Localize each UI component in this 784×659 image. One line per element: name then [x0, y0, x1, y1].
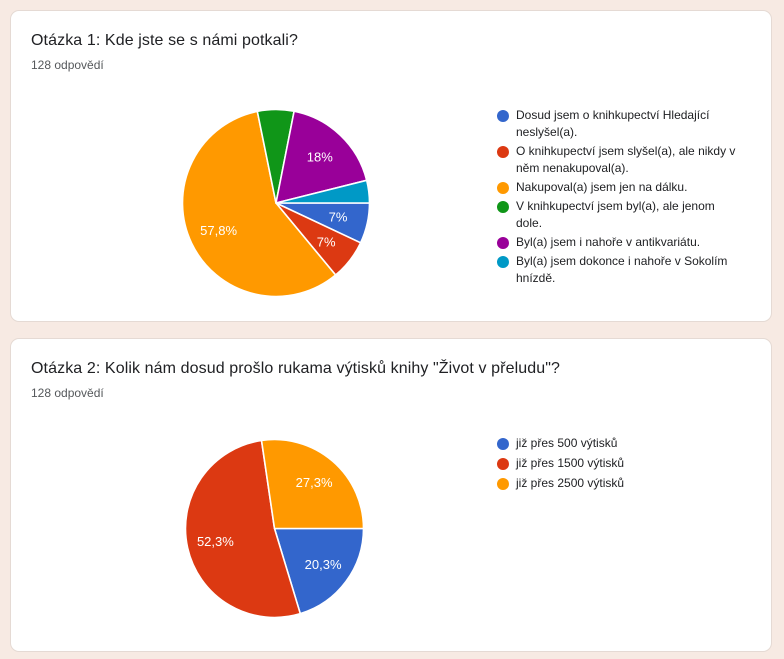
legend-label: již přes 2500 výtisků — [516, 476, 625, 490]
legend-swatch-icon — [497, 181, 509, 194]
pie-slice-label: 57,8% — [200, 223, 237, 238]
response-count: 128 odpovědí — [31, 386, 104, 400]
pie-chart-question-2: 20,3% 52,3% 27,3% — [184, 438, 365, 619]
pie-slice-label: 7% — [317, 235, 336, 250]
question-card-2: Otázka 2: Kolik nám dosud prošlo rukama … — [10, 338, 772, 652]
legend-label: již přes 500 výtisků — [516, 436, 618, 450]
legend-item: již přes 2500 výtisků — [497, 475, 753, 492]
legend-item: O knihkupectví jsem slyšel(a), ale nikdy… — [497, 143, 753, 177]
legend-label: Byl(a) jsem dokonce i nahoře v Sokolím h… — [516, 254, 728, 285]
question-card-1: Otázka 1: Kde jste se s námi potkali? 12… — [10, 10, 772, 322]
legend-swatch-icon — [497, 145, 509, 158]
legend-item: Nakupoval(a) jsem jen na dálku. — [497, 179, 753, 196]
pie-slice — [260, 438, 365, 530]
legend-swatch-icon — [497, 457, 509, 470]
legend-item: Byl(a) jsem i nahoře v antikvariátu. — [497, 234, 753, 251]
legend-item: Dosud jsem o knihkupectví Hledající nesl… — [497, 107, 753, 141]
legend-question-2: již přes 500 výtisků již přes 1500 výtisk… — [497, 435, 753, 495]
pie-slice-label: 7% — [329, 209, 348, 224]
question-title: Otázka 2: Kolik nám dosud prošlo rukama … — [31, 360, 561, 377]
pie-slice — [273, 527, 365, 615]
legend-label: Byl(a) jsem i nahoře v antikvariátu. — [516, 235, 701, 249]
pie-slice — [275, 110, 368, 204]
legend-label: již přes 1500 výtisků — [516, 456, 625, 470]
legend-item: Byl(a) jsem dokonce i nahoře v Sokolím h… — [497, 253, 753, 287]
legend-swatch-icon — [497, 437, 509, 450]
pie-slice — [181, 110, 337, 298]
legend-question-1: Dosud jsem o knihkupectví Hledající nesl… — [497, 107, 753, 289]
legend-label: V knihkupectví jsem byl(a), ale jenom do… — [516, 199, 715, 230]
pie-chart-question-1: 7% 7% 57,8% 18% — [181, 108, 371, 298]
legend-label: Nakupoval(a) jsem jen na dálku. — [516, 180, 688, 194]
legend-swatch-icon — [497, 255, 509, 268]
legend-swatch-icon — [497, 109, 509, 122]
pie-slice — [275, 179, 371, 204]
pie-slice-label: 20,3% — [305, 557, 342, 572]
legend-swatch-icon — [497, 236, 509, 249]
pie-slice-label: 52,3% — [197, 534, 234, 549]
legend-item: již přes 1500 výtisků — [497, 455, 753, 472]
pie-slice-label: 27,3% — [296, 475, 333, 490]
legend-item: V knihkupectví jsem byl(a), ale jenom do… — [497, 198, 753, 232]
legend-label: Dosud jsem o knihkupectví Hledající nesl… — [516, 108, 710, 139]
response-count: 128 odpovědí — [31, 58, 104, 72]
pie-slice-label: 18% — [307, 149, 333, 164]
legend-swatch-icon — [497, 200, 509, 213]
pie-slice — [184, 439, 302, 619]
legend-swatch-icon — [497, 477, 509, 490]
legend-item: již přes 500 výtisků — [497, 435, 753, 452]
question-title: Otázka 1: Kde jste se s námi potkali? — [31, 32, 298, 49]
legend-label: O knihkupectví jsem slyšel(a), ale nikdy… — [516, 144, 736, 175]
